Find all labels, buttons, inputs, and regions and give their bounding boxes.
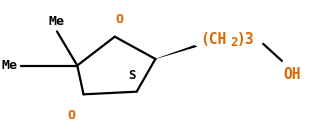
- Text: Me: Me: [49, 15, 65, 28]
- Text: OH: OH: [283, 67, 301, 82]
- Text: O: O: [116, 13, 124, 26]
- Text: )3: )3: [237, 32, 254, 47]
- Text: Me: Me: [2, 59, 18, 72]
- Text: S: S: [128, 69, 136, 83]
- Text: (CH: (CH: [201, 32, 227, 47]
- Text: O: O: [67, 109, 75, 122]
- Text: 2: 2: [230, 36, 238, 49]
- Polygon shape: [155, 45, 197, 59]
